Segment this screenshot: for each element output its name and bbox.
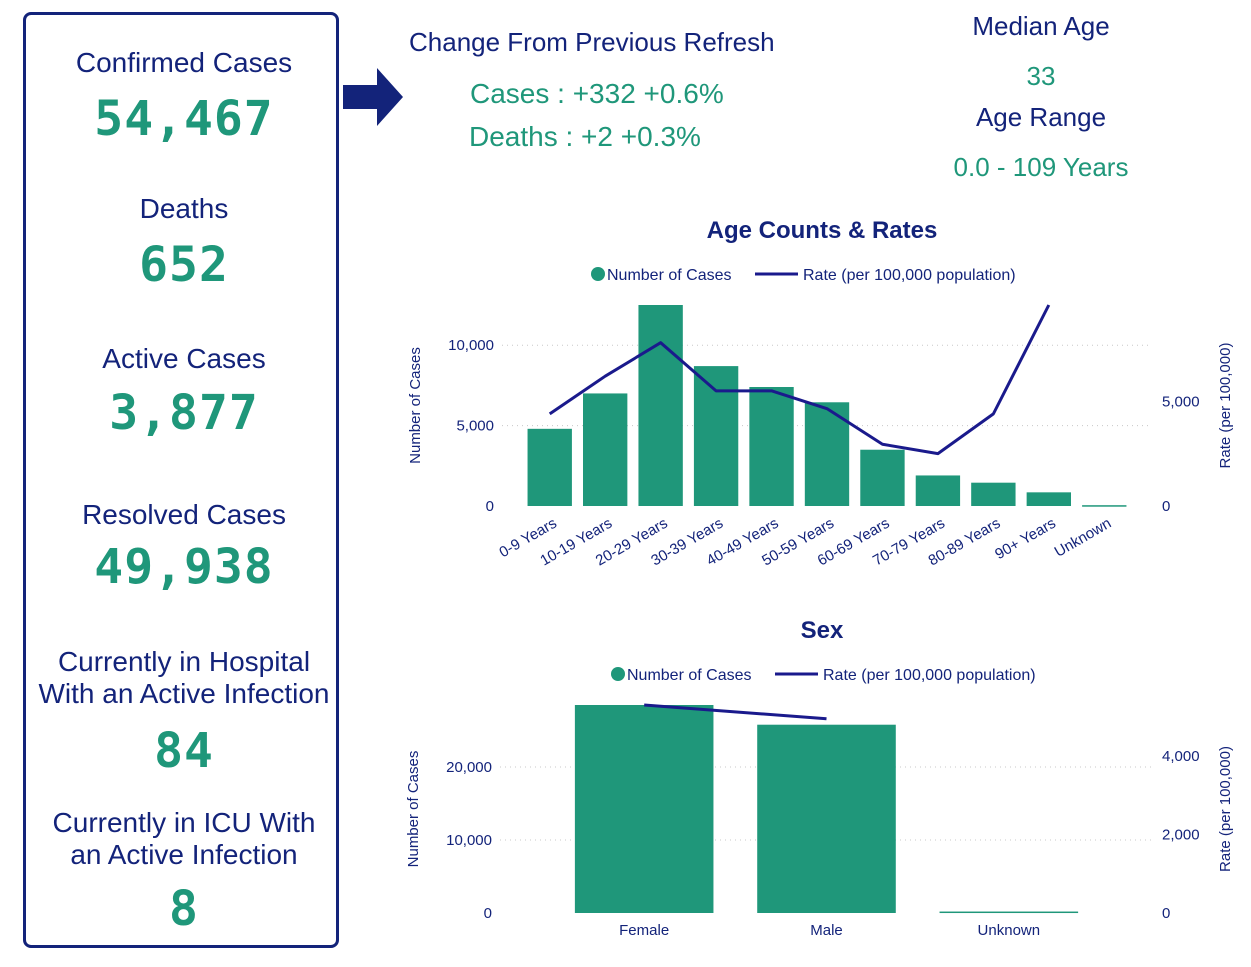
confirmed-cases-label: Confirmed Cases xyxy=(75,47,293,78)
active-cases-value: 3,877 xyxy=(109,385,259,441)
x-tick-label: 90+ Years xyxy=(992,515,1059,563)
bar-female xyxy=(574,705,714,913)
y2-tick-label: 0 xyxy=(1162,498,1170,515)
y-tick-label: 0 xyxy=(484,905,492,922)
y-tick-label: 20,000 xyxy=(446,759,492,776)
chart-title: Age Counts & Rates xyxy=(707,217,938,244)
median-age-label: Median Age xyxy=(972,11,1110,41)
y2-tick-label: 2,000 xyxy=(1162,827,1200,844)
bar-0-9-years xyxy=(527,428,572,506)
bar-80-89-years xyxy=(971,482,1016,506)
change-cases: Cases : +332 +0.6% xyxy=(470,78,724,109)
x-tick-label: Female xyxy=(619,922,669,939)
deaths-value: 652 xyxy=(139,237,229,293)
change-title: Change From Previous Refresh xyxy=(409,27,775,57)
y-axis-title: Number of Cases xyxy=(407,347,424,464)
age-chart: Age Counts & Rates Number of Cases Rate (p… xyxy=(407,217,1234,570)
deaths-label: Deaths xyxy=(139,193,229,224)
y-tick-label: 0 xyxy=(486,498,494,515)
legend-label-cases: Number of Cases xyxy=(627,667,752,684)
bar-30-39-years xyxy=(693,366,739,506)
hospital-label-line1: Currently in Hospital xyxy=(57,646,311,677)
resolved-cases-value: 49,938 xyxy=(94,539,274,595)
icu-label-line2: an Active Infection xyxy=(70,839,298,870)
sex-chart: Sex Number of Cases Rate (per 100,000 popu… xyxy=(405,617,1234,939)
confirmed-cases-value: 54,467 xyxy=(94,91,274,147)
y2-tick-label: 5,000 xyxy=(1162,393,1200,410)
bar-unknown xyxy=(1082,505,1127,507)
age-range-label: Age Range xyxy=(975,102,1107,132)
hospital-value: 84 xyxy=(154,723,214,779)
y2-tick-label: 4,000 xyxy=(1162,748,1200,765)
y-tick-label: 5,000 xyxy=(456,418,494,435)
y-tick-label: 10,000 xyxy=(448,337,494,354)
legend-marker-cases xyxy=(591,267,605,281)
y2-tick-label: 0 xyxy=(1162,905,1170,922)
median-age-value: 33 xyxy=(1026,61,1056,91)
legend-marker-cases xyxy=(611,667,625,681)
rate-line xyxy=(548,304,1051,456)
change-deaths: Deaths : +2 +0.3% xyxy=(469,121,701,152)
bar-70-79-years xyxy=(915,475,961,506)
resolved-cases-label: Resolved Cases xyxy=(82,499,286,530)
icu-label-line1: Currently in ICU With xyxy=(52,807,316,838)
legend-label-cases: Number of Cases xyxy=(607,267,732,284)
y2-axis-title: Rate (per 100,000) xyxy=(1217,746,1234,872)
hospital-label-line2: With an Active Infection xyxy=(38,678,330,709)
age-range-value: 0.0 - 109 Years xyxy=(953,152,1129,182)
bar-male xyxy=(757,724,896,913)
bar-90-years xyxy=(1026,492,1071,506)
legend-label-rate: Rate (per 100,000 population) xyxy=(803,267,1016,284)
kpi-panel: Confirmed Cases 54,467 Deaths 652 Active… xyxy=(23,12,339,948)
x-tick-label: Unknown xyxy=(978,922,1041,939)
x-tick-label: Male xyxy=(810,922,843,939)
arrow-right-icon xyxy=(343,68,403,126)
legend-label-rate: Rate (per 100,000 population) xyxy=(823,667,1036,684)
y2-axis-title: Rate (per 100,000) xyxy=(1217,343,1234,469)
active-cases-label: Active Cases xyxy=(102,343,266,374)
bar-40-49-years xyxy=(749,387,794,506)
bar-20-29-years xyxy=(638,305,683,506)
icu-value: 8 xyxy=(169,881,199,937)
bar-10-19-years xyxy=(583,393,628,506)
y-tick-label: 10,000 xyxy=(446,832,492,849)
chart-title: Sex xyxy=(801,617,844,644)
rate-line xyxy=(644,703,827,721)
bar-60-69-years xyxy=(860,449,905,506)
bar-unknown xyxy=(939,911,1079,914)
x-tick-label: Unknown xyxy=(1052,515,1115,561)
y-axis-title: Number of Cases xyxy=(405,751,422,868)
